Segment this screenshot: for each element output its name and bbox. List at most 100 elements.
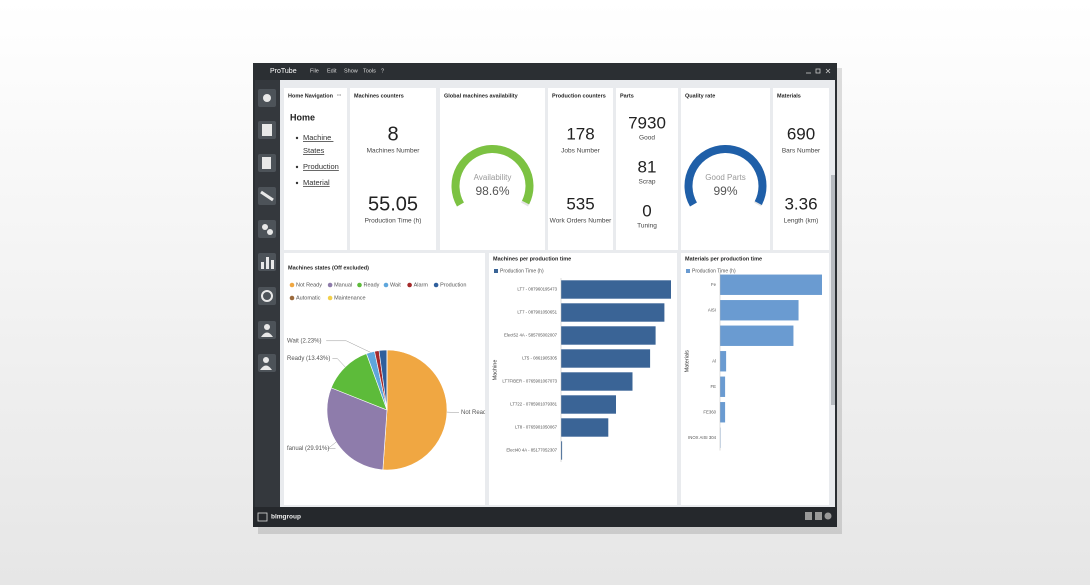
bullet bbox=[295, 136, 299, 140]
gauge-arc bbox=[684, 145, 767, 207]
gauge-label: Good Parts bbox=[705, 173, 745, 182]
legend-swatch bbox=[686, 269, 690, 273]
panel bbox=[681, 253, 829, 505]
bar bbox=[561, 349, 651, 368]
counter-value: 8 bbox=[387, 123, 398, 145]
widget-title: Materials bbox=[777, 93, 801, 99]
widget-title: Production counters bbox=[552, 93, 606, 99]
menu-item[interactable]: Tools bbox=[363, 68, 376, 74]
counter-value: 81 bbox=[638, 157, 657, 176]
legend-swatch bbox=[327, 282, 333, 288]
leader-line bbox=[327, 441, 337, 449]
gauge-value: 99% bbox=[713, 184, 737, 198]
panel bbox=[773, 88, 829, 250]
app-title: ProTube bbox=[270, 68, 297, 75]
pie: Not Ready (51.1 fanual (29.91%) Ready (13.… bbox=[287, 338, 505, 471]
y-tick-label: FE360 bbox=[703, 409, 716, 414]
counter-label: Jobs Number bbox=[561, 148, 600, 155]
menu-item[interactable]: File bbox=[310, 68, 319, 74]
widget-title: Machines counters bbox=[354, 93, 404, 99]
nav-link[interactable]: Machine States bbox=[303, 133, 333, 155]
bar bbox=[561, 280, 671, 299]
chart-title: Machines per production time bbox=[493, 256, 571, 262]
widget-title: Parts bbox=[620, 93, 634, 99]
menu-item[interactable]: ? bbox=[381, 68, 384, 74]
panel bbox=[350, 88, 436, 250]
y-tick-label: Elect52 4A - 585705002007 bbox=[504, 333, 558, 338]
footer bbox=[253, 507, 837, 527]
window-controls bbox=[806, 68, 831, 74]
y-tick-label: LT722 - 0785901079381 bbox=[510, 402, 557, 407]
gauge-label: Availability bbox=[474, 173, 512, 182]
widget-menu[interactable]: ••• bbox=[337, 92, 342, 97]
bullet bbox=[295, 181, 299, 185]
menu-item[interactable]: Show bbox=[344, 68, 358, 74]
counter-value: 3.36 bbox=[784, 194, 817, 213]
legend-swatch bbox=[289, 295, 295, 301]
widgets bbox=[284, 88, 829, 505]
bar bbox=[720, 427, 721, 448]
widget-title: Quality rate bbox=[685, 93, 715, 99]
bar bbox=[720, 300, 799, 321]
chart-title: Machines states (Off excluded) bbox=[288, 265, 369, 271]
counter-value: 178 bbox=[566, 124, 594, 143]
scrollbar[interactable] bbox=[831, 175, 835, 405]
y-tick-label: LT7FIBER - 0765901067073 bbox=[502, 379, 557, 384]
counter-label: Tuning bbox=[637, 223, 657, 230]
nav-link[interactable]: Production bbox=[303, 162, 339, 171]
nav-link[interactable]: Material bbox=[303, 178, 330, 187]
leader-line bbox=[326, 340, 371, 353]
counter-value: 7930 bbox=[628, 113, 666, 132]
counter-label: Length (km) bbox=[784, 218, 819, 225]
counter-label: Bars Number bbox=[782, 148, 821, 155]
y-tick-label: LT7 - 087901050651 bbox=[517, 310, 557, 315]
nav-icon[interactable] bbox=[258, 287, 276, 305]
legend-label: Ready bbox=[364, 282, 380, 288]
axis-label: Materials bbox=[684, 350, 690, 373]
legend-swatch bbox=[327, 295, 333, 301]
counter-label: Production Time (h) bbox=[365, 218, 422, 225]
leader-line bbox=[332, 358, 346, 368]
legend-swatch bbox=[357, 282, 362, 288]
menu-item[interactable]: Edit bbox=[327, 68, 337, 74]
y-tick-label: LT7 - 087960195473 bbox=[517, 287, 557, 292]
chart-title: Materials per production time bbox=[685, 256, 762, 262]
y-tick-label: LT5 - 0861905305 bbox=[522, 356, 557, 361]
counter-label: Scrap bbox=[639, 179, 656, 186]
data-label: Not Ready (51.1 bbox=[461, 410, 505, 416]
y-tick-label: INOX AISI 304 bbox=[688, 435, 717, 440]
y-tick-label: Elect40 4A - 85177052307 bbox=[506, 448, 557, 453]
brand: blmgroup bbox=[271, 514, 301, 521]
legend-swatch bbox=[383, 282, 389, 288]
bar bbox=[561, 395, 616, 414]
bar bbox=[561, 372, 633, 391]
legend-swatch bbox=[289, 282, 295, 288]
legend-label: Not Ready bbox=[296, 282, 322, 288]
y-tick-label: Al bbox=[712, 358, 716, 363]
bar bbox=[720, 325, 794, 346]
nav-home[interactable]: Home bbox=[290, 112, 315, 122]
legend-label: Production bbox=[440, 282, 466, 288]
legend-swatch bbox=[407, 282, 412, 288]
data-label: Ready (13.43%) bbox=[287, 356, 330, 362]
gauge-value: 98.6% bbox=[475, 184, 509, 198]
pie-slice bbox=[382, 349, 448, 471]
legend-swatch bbox=[433, 282, 439, 288]
legend-swatch bbox=[494, 269, 498, 273]
bar bbox=[561, 303, 665, 322]
y-tick-label: LT8 - 0765901050067 bbox=[515, 425, 558, 430]
bar bbox=[561, 418, 609, 437]
bar bbox=[720, 402, 726, 423]
bar bbox=[561, 441, 563, 460]
panel bbox=[284, 88, 347, 250]
data-label: Wait (2.23%) bbox=[287, 338, 321, 344]
counter-label: Machines Number bbox=[367, 148, 421, 155]
y-tick-label: Fe bbox=[711, 282, 717, 287]
bar bbox=[561, 326, 656, 345]
legend-label: Maintenance bbox=[334, 295, 366, 301]
widget-title: Home Navigation bbox=[288, 93, 334, 99]
bar bbox=[720, 376, 726, 397]
axis-label: Machine bbox=[492, 360, 498, 381]
counter-label: Good bbox=[639, 135, 655, 142]
